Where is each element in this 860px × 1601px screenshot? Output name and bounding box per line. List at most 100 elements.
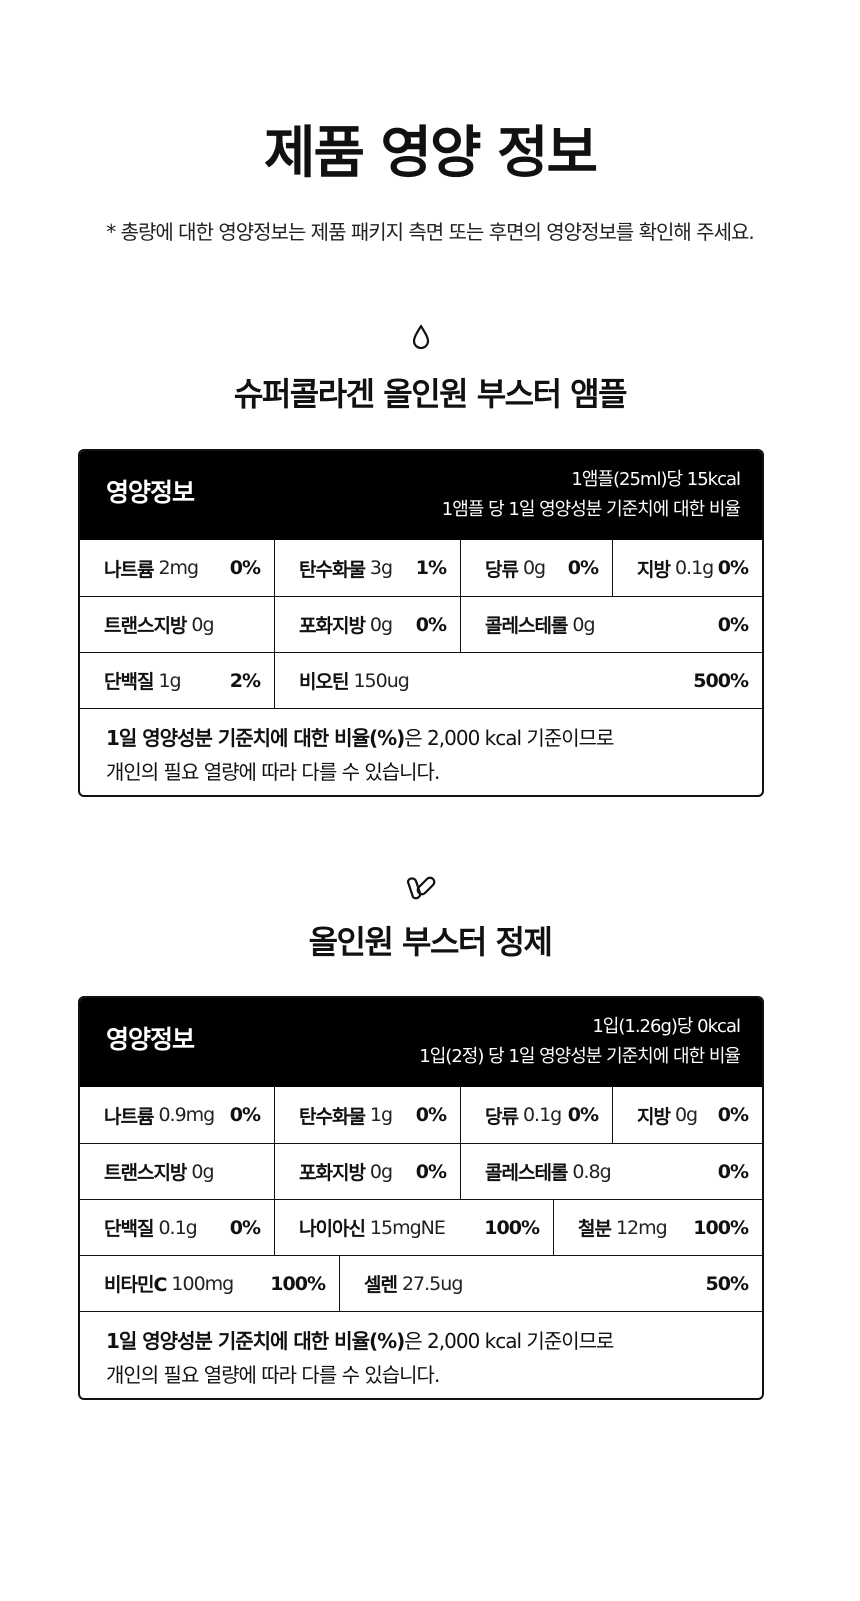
ampoule-title: 슈퍼콜라겐 올인원 부스터 앰플 — [233, 375, 628, 413]
nutrient-cell: 단백질 0.1g 0% — [80, 1200, 274, 1255]
nutrition-row: 트랜스지방 0g 포화지방 0g 0% 콜레스테롤 0.8g 0% — [80, 1143, 762, 1199]
nutrient-cell: 철분 12mg 100% — [553, 1200, 762, 1255]
nutrient-amount: 100mg — [171, 1272, 234, 1295]
nutrient-name: 나이아신 — [299, 1218, 366, 1240]
nutrition-row: 트랜스지방 0g 포화지방 0g 0% 콜레스테롤 0g 0% — [80, 596, 762, 652]
nutrient-percent: 0% — [717, 557, 749, 579]
nutrient-name: 콜레스테롤 — [485, 615, 568, 637]
footnote-line2: 개인의 필요 열량에 따라 다를 수 있습니다. — [106, 1363, 440, 1387]
nutrient-cell: 나이아신 15mgNE 100% — [274, 1200, 553, 1255]
nutrient-amount: 0g — [191, 1160, 214, 1183]
nutrition-row: 나트륨 2mg 0% 탄수화물 3g 1% 당류 0g 0% 지방 0.1g 0… — [80, 540, 762, 596]
ampoule-nutrition-panel: 영양정보 1앰플(25ml)당 15kcal 1앰플 당 1일 영양성분 기준치… — [78, 449, 764, 797]
footnote-line2: 개인의 필요 열량에 따라 다를 수 있습니다. — [106, 760, 440, 784]
nutrient-amount: 0g — [369, 1160, 393, 1183]
nutrient-percent: 0% — [567, 557, 599, 579]
nutrition-footnote: 1일 영양성분 기준치에 대한 비율(%)은 2,000 kcal 기준이므로 … — [80, 708, 762, 789]
nutrition-row: 비타민C 100mg 100% 셀렌 27.5ug 50% — [80, 1255, 762, 1311]
nutrient-amount: 15mgNE — [369, 1216, 446, 1239]
nutrient-cell: 셀렌 27.5ug 50% — [339, 1256, 762, 1311]
nutrient-amount: 27.5ug — [401, 1272, 463, 1295]
nutrient-percent: 0% — [717, 1160, 749, 1183]
basis-info: 1입(2정) 당 1일 영양성분 기준치에 대한 비율 — [419, 1046, 741, 1067]
footnote-bold: 1일 영양성분 기준치에 대한 비율(%) — [106, 726, 405, 750]
nutrient-amount: 0.1g — [158, 1216, 197, 1239]
nutrient-cell: 포화지방 0g 0% — [274, 597, 460, 652]
nutrition-header: 영양정보 1앰플(25ml)당 15kcal 1앰플 당 1일 영양성분 기준치… — [80, 451, 762, 540]
footnote-rest: 은 2,000 kcal 기준이므로 — [404, 726, 614, 750]
nutrient-cell: 지방 0.1g 0% — [612, 540, 762, 596]
nutrient-percent: 2% — [229, 669, 261, 692]
nutrient-cell: 포화지방 0g 0% — [274, 1144, 460, 1199]
footnote-bold: 1일 영양성분 기준치에 대한 비율(%) — [106, 1329, 405, 1353]
nutrient-cell: 나트륨 0.9mg 0% — [80, 1087, 274, 1143]
notice-text: * 총량에 대한 영양정보는 제품 패키지 측면 또는 후면의 영양정보를 확인… — [106, 220, 755, 244]
nutrient-amount: 1g — [369, 1104, 393, 1126]
nutrient-name: 당류 — [485, 558, 519, 581]
nutrient-amount: 0g — [522, 557, 546, 579]
nutrient-percent: 0% — [567, 1104, 599, 1126]
nutrient-name: 탄수화물 — [299, 558, 366, 581]
nutrition-footnote: 1일 영양성분 기준치에 대한 비율(%)은 2,000 kcal 기준이므로 … — [80, 1311, 762, 1392]
nutrient-cell: 트랜스지방 0g — [80, 1144, 274, 1199]
nutrient-name: 포화지방 — [299, 615, 366, 637]
nutrient-percent: 0% — [415, 613, 447, 636]
nutrient-amount: 0.1g — [522, 1104, 562, 1126]
nutrient-name: 셀렌 — [364, 1274, 398, 1296]
nutrient-percent: 0% — [717, 1104, 749, 1126]
nutrient-percent: 0% — [415, 1160, 447, 1183]
nutrient-percent: 100% — [484, 1216, 540, 1239]
water-drop-icon — [412, 324, 430, 350]
nutrient-amount: 0.1g — [674, 557, 714, 579]
nutrient-percent: 0% — [229, 1216, 261, 1239]
nutrient-cell: 단백질 1g 2% — [80, 653, 274, 708]
nutrient-name: 비오틴 — [299, 671, 349, 693]
nutrient-amount: 1g — [158, 669, 181, 692]
nutrient-percent: 100% — [693, 1216, 749, 1239]
nutrient-cell: 비타민C 100mg 100% — [80, 1256, 339, 1311]
tablet-nutrition-panel: 영양정보 1입(1.26g)당 0kcal 1입(2정) 당 1일 영양성분 기… — [78, 996, 764, 1400]
nutrient-percent: 500% — [693, 669, 749, 692]
nutrition-row: 단백질 1g 2% 비오틴 150ug 500% — [80, 652, 762, 708]
nutrient-name: 나트륨 — [104, 1105, 154, 1128]
nutrient-name: 단백질 — [104, 1218, 154, 1240]
nutrient-amount: 150ug — [353, 669, 409, 692]
nutrient-cell: 트랜스지방 0g — [80, 597, 274, 652]
nutrient-percent: 0% — [229, 1104, 261, 1126]
nutrient-name: 철분 — [578, 1218, 612, 1240]
nutrient-cell: 콜레스테롤 0g 0% — [460, 597, 762, 652]
nutrient-amount: 12mg — [615, 1216, 668, 1239]
nutrient-name: 나트륨 — [104, 558, 154, 581]
nutrient-percent: 1% — [415, 557, 447, 579]
nutrient-cell: 콜레스테롤 0.8g 0% — [460, 1144, 762, 1199]
nutrient-name: 단백질 — [104, 671, 154, 693]
nutrient-amount: 0.8g — [572, 1160, 611, 1183]
nutrient-percent: 0% — [717, 613, 749, 636]
serving-info: 1입(1.26g)당 0kcal — [592, 1016, 741, 1037]
nutrient-amount: 2mg — [158, 557, 199, 579]
nutrition-header-label: 영양정보 — [106, 1025, 195, 1054]
nutrient-percent: 0% — [229, 557, 261, 579]
nutrient-name: 탄수화물 — [299, 1105, 366, 1128]
basis-info: 1앰플 당 1일 영양성분 기준치에 대한 비율 — [441, 499, 741, 520]
nutrient-cell: 비오틴 150ug 500% — [274, 653, 762, 708]
nutrition-row: 단백질 0.1g 0% 나이아신 15mgNE 100% 철분 12mg 100… — [80, 1199, 762, 1255]
nutrient-name: 콜레스테롤 — [485, 1162, 568, 1184]
nutrition-header: 영양정보 1입(1.26g)당 0kcal 1입(2정) 당 1일 영양성분 기… — [80, 998, 762, 1087]
nutrient-amount: 0g — [369, 613, 393, 636]
nutrient-amount: 0g — [191, 613, 214, 636]
nutrient-name: 포화지방 — [299, 1162, 366, 1184]
footnote-rest: 은 2,000 kcal 기준이므로 — [404, 1329, 614, 1353]
nutrient-cell: 당류 0.1g 0% — [460, 1087, 612, 1143]
nutrient-name: 지방 — [637, 558, 671, 581]
nutrient-cell: 지방 0g 0% — [612, 1087, 762, 1143]
nutrient-name: 당류 — [485, 1105, 519, 1128]
nutrient-amount: 0g — [674, 1104, 698, 1126]
nutrient-cell: 탄수화물 1g 0% — [274, 1087, 460, 1143]
nutrient-name: 비타민C — [104, 1274, 167, 1296]
serving-info: 1앰플(25ml)당 15kcal — [571, 469, 741, 490]
nutrient-name: 지방 — [637, 1105, 671, 1128]
nutrient-name: 트랜스지방 — [104, 615, 187, 637]
page-title: 제품 영양 정보 — [263, 121, 598, 186]
capsule-pill-icon — [406, 876, 436, 900]
